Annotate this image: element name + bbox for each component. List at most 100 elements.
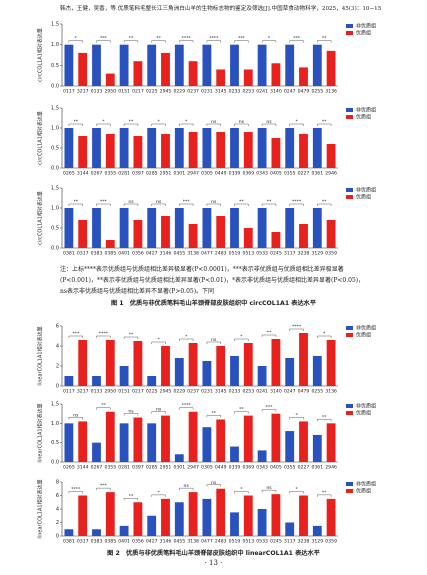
significance-bracket (96, 407, 111, 410)
significance-label: *** (238, 36, 246, 42)
legend-swatch (346, 411, 353, 415)
bar (312, 128, 322, 168)
x-tick-label: 0305 (201, 171, 213, 177)
significance-label: **** (99, 331, 109, 337)
significance-label: ns (211, 481, 217, 486)
x-tick-label: 3146 (160, 251, 172, 257)
bar (188, 492, 198, 536)
significance-label: * (157, 490, 160, 496)
significance-label: ** (129, 332, 134, 338)
significance-label: * (157, 119, 160, 125)
y-axis-label: circCOL1A1相对表达量 (37, 111, 44, 165)
significance-label: ns (211, 200, 217, 205)
x-tick-label: 0455 (173, 539, 185, 545)
bar (230, 44, 239, 86)
bar (105, 492, 115, 536)
significance-label: ** (322, 36, 327, 42)
x-tick-label: 0301 (173, 465, 185, 471)
bar (161, 415, 170, 462)
y-tick-label: 1.0 (51, 421, 59, 427)
significance-label: * (185, 334, 188, 340)
bar (147, 208, 157, 248)
x-tick-label: 0355 (284, 465, 296, 471)
x-tick-label: 0355 (284, 171, 296, 177)
significance-bracket (261, 489, 277, 493)
x-tick-label: 0383 (91, 251, 103, 257)
y-tick-label: 0.0 (51, 460, 59, 466)
legend-swatch (346, 24, 353, 28)
significance-label: * (240, 334, 243, 340)
y-tick-label: 1.0 (51, 126, 59, 132)
bar (202, 361, 212, 386)
significance-label: ** (322, 199, 327, 205)
legend-label: 非优质组 (356, 187, 376, 194)
significance-bracket (123, 123, 139, 126)
x-tick-label: 3136 (325, 389, 337, 395)
significance-bracket (206, 40, 221, 43)
bar (257, 208, 267, 248)
bar (257, 450, 267, 462)
significance-bracket (261, 409, 277, 412)
x-tick-label: 2946 (325, 171, 337, 177)
x-tick-label: 3138 (187, 539, 199, 545)
significance-bracket (179, 487, 194, 491)
significance-bracket (68, 491, 83, 494)
significance-bracket (261, 123, 277, 126)
bar (119, 525, 129, 536)
figure-note: 注：上标****表示优质组与优质组相比差异极显著(P<0.0001)，***表示… (60, 266, 365, 295)
significance-bracket (96, 487, 111, 491)
significance-label: ** (101, 403, 106, 409)
bar (133, 341, 143, 386)
x-tick-label: 0343 (256, 465, 268, 471)
significance-label: * (295, 487, 298, 493)
x-tick-label: 0477 (201, 251, 213, 257)
x-tick-label: 0117 (63, 89, 75, 95)
significance-label: ns (184, 484, 190, 489)
x-tick-label: 0285 (146, 465, 158, 471)
significance-bracket (317, 203, 332, 206)
bar (188, 132, 198, 168)
legend-swatch (346, 404, 353, 408)
significance-label: ** (129, 493, 134, 499)
x-tick-label: 3129 (311, 251, 323, 257)
x-tick-label: 3238 (298, 251, 310, 257)
x-tick-label: 0519 (229, 539, 241, 545)
legend-swatch (346, 31, 353, 35)
bar (285, 431, 295, 462)
y-tick-label: 2 (56, 520, 59, 526)
significance-bracket (151, 123, 166, 126)
bar (64, 423, 74, 462)
x-tick-label: 3145 (215, 89, 227, 95)
significance-bracket (68, 40, 83, 43)
x-tick-label: 0361 (311, 171, 323, 177)
significance-bracket (317, 40, 332, 43)
significance-bracket (206, 484, 221, 487)
significance-bracket (317, 494, 332, 497)
bar (243, 228, 253, 248)
x-tick-label: 0241 (256, 89, 268, 95)
bar (133, 220, 143, 248)
legend-swatch (346, 188, 353, 192)
bar (312, 44, 322, 86)
bar (92, 376, 101, 386)
x-tick-label: 0381 (63, 251, 75, 257)
legend-label: 优质组 (356, 410, 371, 417)
x-tick-label: 0255 (311, 389, 323, 395)
bar (147, 128, 157, 168)
significance-label: *** (72, 331, 80, 337)
x-tick-label: 0305 (201, 465, 213, 471)
bar (161, 134, 170, 168)
y-tick-label: 6 (56, 324, 59, 330)
y-tick-label: 1.5 (51, 402, 59, 408)
significance-bracket (68, 335, 83, 338)
y-tick-label: 0 (56, 384, 59, 390)
bar (271, 494, 281, 536)
legend-swatch (346, 333, 353, 337)
significance-label: **** (71, 487, 81, 493)
x-tick-label: 0369 (242, 465, 254, 471)
bar (105, 134, 115, 168)
legend-swatch (346, 326, 353, 330)
significance-bracket (123, 413, 139, 416)
x-tick-label: 3145 (215, 389, 227, 395)
